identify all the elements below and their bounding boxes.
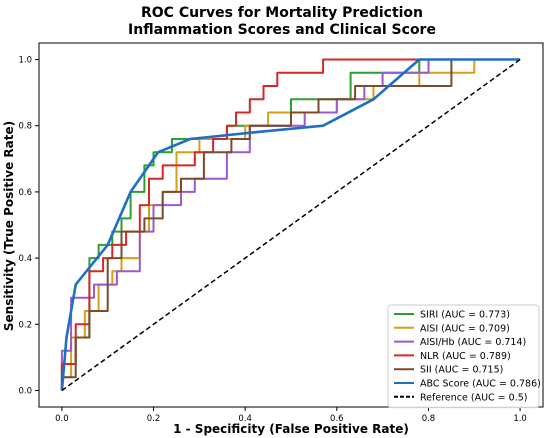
axis-ticks: 0.0 0.2 0.4 0.6 0.8 1.0 0.0 0.2 0.4 0.6 0.8 1.0 xyxy=(18,56,526,424)
series-line-reference xyxy=(61,58,521,392)
x-axis-label: 1 - Specificity (False Positive Rate) xyxy=(173,422,409,436)
series-line-sii xyxy=(60,58,521,391)
y-tick-label: 0.0 xyxy=(18,386,32,396)
legend-entry: AISI/Hb (AUC = 0.714) xyxy=(420,337,526,348)
plot-frame xyxy=(38,42,544,408)
y-tick-label: 0.2 xyxy=(18,320,32,330)
series-group xyxy=(60,58,521,392)
legend-entry: NLR (AUC = 0.789) xyxy=(420,351,511,362)
legend: SIRI (AUC = 0.773) AISI (AUC = 0.709) AISI… xyxy=(387,304,541,409)
chart-title-line2: Inflammation Scores and Clinical Score xyxy=(128,22,436,38)
y-tick-label: 0.4 xyxy=(18,254,32,264)
x-tick-label: 0.8 xyxy=(422,414,436,424)
legend-entry: ABC Score (AUC = 0.786) xyxy=(420,379,541,390)
x-tick-label: 1.0 xyxy=(513,414,527,424)
legend-entry: AISI (AUC = 0.709) xyxy=(420,323,510,334)
x-tick-label: 0.6 xyxy=(330,414,344,424)
y-tick-label: 0.8 xyxy=(18,122,32,132)
legend-entry: SIRI (AUC = 0.773) xyxy=(420,310,510,321)
series-line-nlr xyxy=(60,58,521,391)
series-line-abc xyxy=(60,58,521,391)
legend-box xyxy=(387,304,540,409)
y-tick-label: 0.6 xyxy=(18,188,32,198)
legend-entry: SII (AUC = 0.715) xyxy=(420,365,503,376)
y-tick-label: 1.0 xyxy=(18,56,32,66)
x-tick-label: 0.4 xyxy=(238,414,252,424)
x-tick-label: 0.0 xyxy=(55,414,69,424)
legend-entry: Reference (AUC = 0.5) xyxy=(420,392,527,403)
chart-title-line1: ROC Curves for Mortality Prediction xyxy=(141,5,423,21)
x-tick-label: 0.2 xyxy=(147,414,161,424)
y-axis-label: Sensitivity (True Positive Rate) xyxy=(2,121,16,331)
